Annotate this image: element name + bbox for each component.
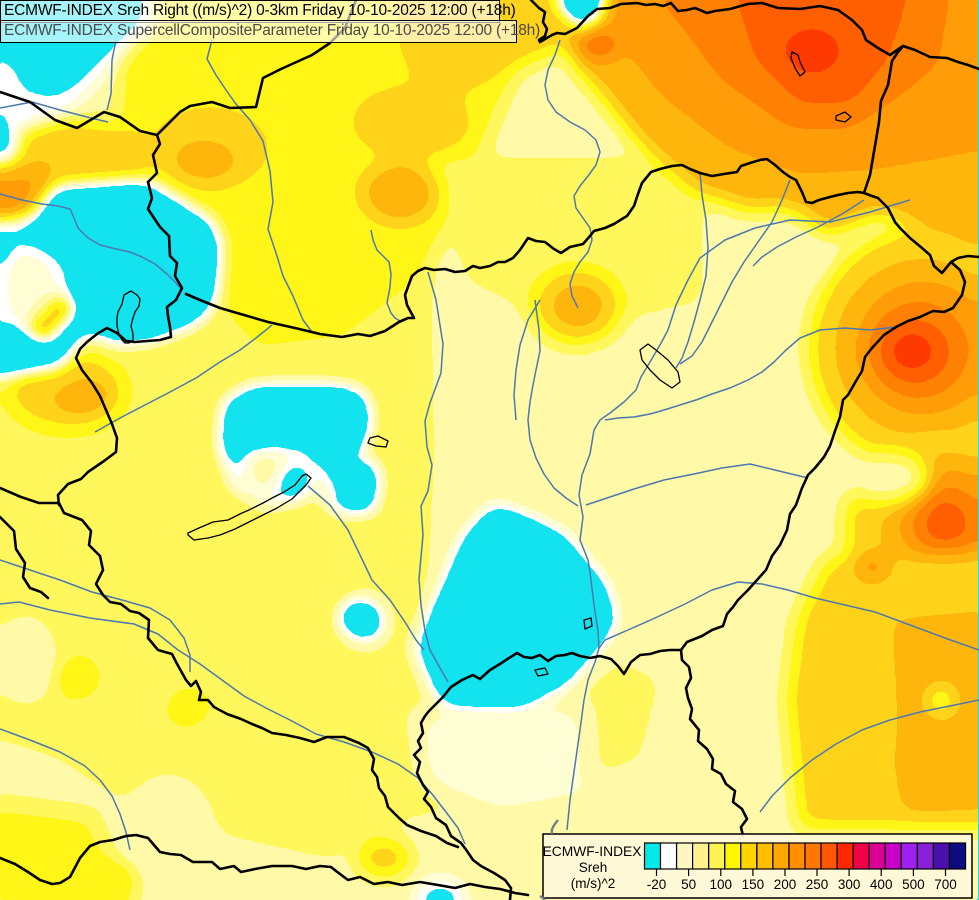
svg-text:200: 200: [774, 877, 797, 892]
svg-text:50: 50: [681, 877, 696, 892]
svg-text:700: 700: [934, 877, 957, 892]
svg-text:(m/s)^2: (m/s)^2: [571, 876, 616, 891]
svg-text:150: 150: [742, 877, 765, 892]
svg-text:Sreh: Sreh: [579, 860, 608, 875]
svg-text:400: 400: [870, 877, 893, 892]
svg-text:ECMWF-INDEX: ECMWF-INDEX: [543, 844, 642, 859]
svg-text:-20: -20: [647, 877, 667, 892]
svg-text:300: 300: [838, 877, 861, 892]
svg-text:500: 500: [902, 877, 925, 892]
svg-text:100: 100: [710, 877, 733, 892]
svg-text:250: 250: [806, 877, 829, 892]
